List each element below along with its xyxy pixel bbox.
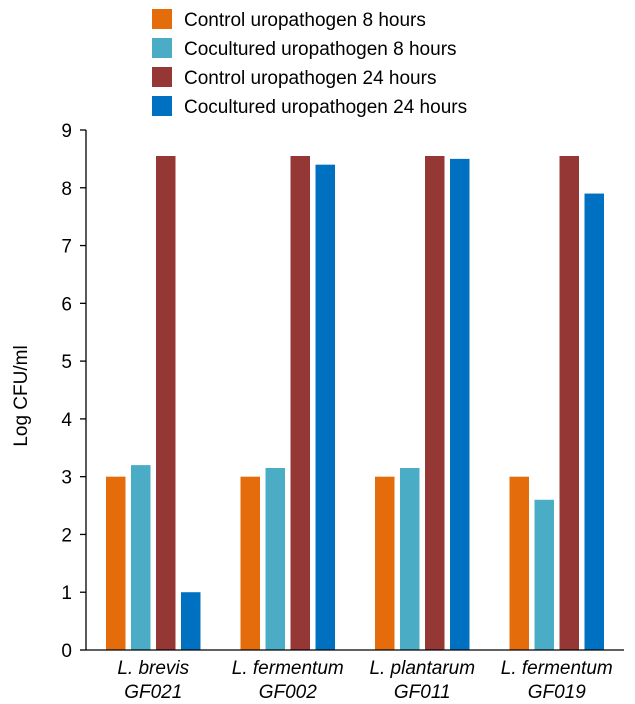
legend-swatch-1 xyxy=(152,9,172,29)
y-tick-label: 3 xyxy=(61,468,72,489)
y-tick-label: 6 xyxy=(61,294,72,315)
bar xyxy=(534,499,554,650)
legend-label-3: Control uropathogen 24 hours xyxy=(184,68,436,89)
y-tick-label: 1 xyxy=(61,583,72,604)
bar xyxy=(240,476,260,650)
y-tick-label: 0 xyxy=(61,641,72,662)
bar xyxy=(131,465,151,650)
y-tick-label: 4 xyxy=(61,410,72,431)
legend-swatch-3 xyxy=(152,67,172,87)
x-tick-label: L. fermentum xyxy=(501,658,613,679)
bar xyxy=(315,164,335,650)
legend-label-1: Control uropathogen 8 hours xyxy=(184,10,426,31)
y-tick-label: 5 xyxy=(61,352,72,373)
x-tick-label: GF019 xyxy=(528,682,587,703)
bar xyxy=(509,476,529,650)
x-tick-label: GF011 xyxy=(394,682,451,703)
legend: Control uropathogen 8 hours Cocultured ur… xyxy=(152,9,467,118)
bar xyxy=(156,156,176,650)
x-tick-label: L. plantarum xyxy=(369,658,475,679)
x-axis: L. brevis GF021 L. fermentum GF002 L. planta… xyxy=(86,649,624,703)
x-tick-label: GF002 xyxy=(259,682,318,703)
legend-swatch-2 xyxy=(152,38,172,58)
y-tick-label: 2 xyxy=(61,525,72,546)
legend-label-4: Cocultured uropathogen 24 hours xyxy=(184,97,467,118)
bar xyxy=(265,468,285,650)
bar xyxy=(375,476,395,650)
bar xyxy=(425,156,445,650)
bar xyxy=(559,156,579,650)
y-tick-label: 7 xyxy=(61,237,72,258)
y-tick-label: 8 xyxy=(61,179,72,200)
y-axis-label: Log CFU/ml xyxy=(11,345,32,446)
bar xyxy=(584,193,604,651)
legend-swatch-4 xyxy=(152,96,172,116)
x-tick-label: GF021 xyxy=(124,682,182,703)
y-tick-label: 9 xyxy=(61,121,72,142)
bar xyxy=(106,476,126,650)
bar xyxy=(290,156,310,650)
bar xyxy=(400,468,420,650)
bars xyxy=(106,156,604,651)
x-tick-label: L. fermentum xyxy=(232,658,344,679)
bar xyxy=(181,592,201,650)
legend-label-2: Cocultured uropathogen 8 hours xyxy=(184,39,457,60)
x-tick-label: L. brevis xyxy=(117,658,189,679)
bar xyxy=(450,158,470,650)
y-axis: 0 1 2 3 4 5 6 7 8 9 xyxy=(61,121,87,662)
